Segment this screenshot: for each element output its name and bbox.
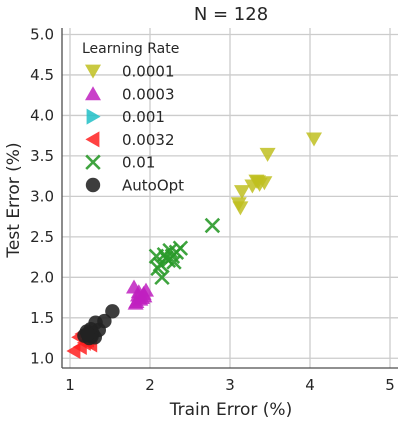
point-001-marker: [150, 260, 166, 277]
legend-label: 0.0003: [122, 85, 175, 103]
y-tick-label: 1.0: [30, 349, 54, 367]
y-tick-label: 4.5: [30, 66, 54, 84]
y-tick-label: 3.5: [30, 147, 54, 165]
point-00001-marker: [259, 147, 276, 162]
legend-marker-00003: [85, 86, 101, 101]
y-tick-label: 2.0: [30, 268, 54, 286]
point-AutoOpt-marker: [105, 304, 120, 319]
legend-label: 0.01: [122, 154, 155, 172]
point-00001-marker: [232, 201, 249, 216]
legend-marker-001: [85, 154, 101, 170]
legend-marker-AutoOpt: [85, 177, 101, 193]
point-001-marker: [204, 217, 221, 234]
x-tick-label: 1: [65, 376, 75, 394]
legend: Learning Rate 0.0001 0.0003 0.001 0.0032 0.01…: [82, 41, 184, 195]
data-marks: [66, 132, 322, 359]
y-tick-label: 2.5: [30, 228, 54, 246]
y-tick-label: 5.0: [30, 25, 54, 43]
y-tick-label: 1.5: [30, 309, 54, 327]
x-axis-label: Train Error (%): [169, 400, 292, 420]
x-tick-label: 3: [225, 376, 235, 394]
x-tick-label: 5: [385, 376, 395, 394]
point-001-marker: [162, 242, 178, 259]
y-axis-label: Test Error (%): [4, 142, 24, 258]
point-00003-marker: [136, 288, 153, 303]
y-tick-label: 4.0: [30, 106, 54, 124]
legend-label: AutoOpt: [122, 177, 184, 195]
legend-label: 0.0032: [122, 131, 175, 149]
y-tick-label: 3.0: [30, 187, 54, 205]
point-00001-marker: [234, 185, 250, 200]
point-001-marker: [166, 254, 182, 270]
legend-label: 0.001: [122, 108, 165, 126]
legend-label: 0.0001: [122, 63, 175, 81]
legend-marker-00001: [85, 64, 101, 79]
x-tick-label: 2: [145, 376, 155, 394]
legend-marker-0001: [86, 108, 101, 125]
point-001-marker: [154, 269, 170, 286]
point-001-marker: [158, 250, 174, 266]
grid-layer: [62, 28, 398, 368]
legend-marker-00032: [85, 131, 100, 148]
point-00001-marker: [306, 132, 322, 147]
chart-title: N = 128: [194, 4, 268, 25]
axes-layer: [61, 28, 398, 369]
legend-title: Learning Rate: [82, 41, 179, 57]
point-AutoOpt-marker: [80, 326, 95, 342]
tick-labels: 1 2 3 4 5 1.0 1.5 2.0 2.5 3.0 3.5 4.0 4.5 5.0: [30, 25, 395, 394]
point-00001-marker: [251, 177, 268, 192]
x-tick-label: 4: [305, 376, 315, 394]
